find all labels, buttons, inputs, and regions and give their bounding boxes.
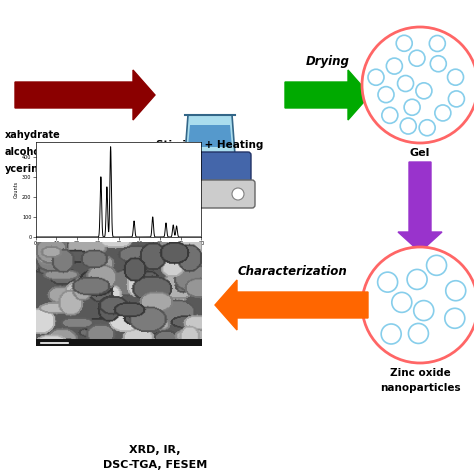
Circle shape [362,247,474,363]
Text: Zinc oxide: Zinc oxide [390,368,450,378]
Circle shape [176,188,188,200]
X-axis label: 2θ (degree): 2θ (degree) [104,247,133,253]
Y-axis label: Counts: Counts [14,181,19,198]
Polygon shape [15,70,155,120]
Polygon shape [215,280,368,330]
Polygon shape [285,70,370,120]
Text: XRD, IR,: XRD, IR, [129,445,181,455]
Text: DSC-TGA, FESEM: DSC-TGA, FESEM [103,460,207,470]
Circle shape [362,27,474,143]
FancyBboxPatch shape [165,180,255,208]
Text: Gel: Gel [410,148,430,158]
Text: ycerin: ycerin [5,164,39,174]
Text: nanoparticles: nanoparticles [380,383,460,393]
Text: Characterization: Characterization [237,265,347,278]
Text: alcohol: alcohol [5,147,45,157]
Text: Drying: Drying [306,55,350,68]
Polygon shape [398,162,442,252]
FancyBboxPatch shape [169,152,251,186]
Circle shape [232,188,244,200]
Polygon shape [188,125,232,147]
Text: xahydrate: xahydrate [5,130,61,140]
Text: Stirring + Heating: Stirring + Heating [156,140,264,150]
Polygon shape [185,115,235,155]
